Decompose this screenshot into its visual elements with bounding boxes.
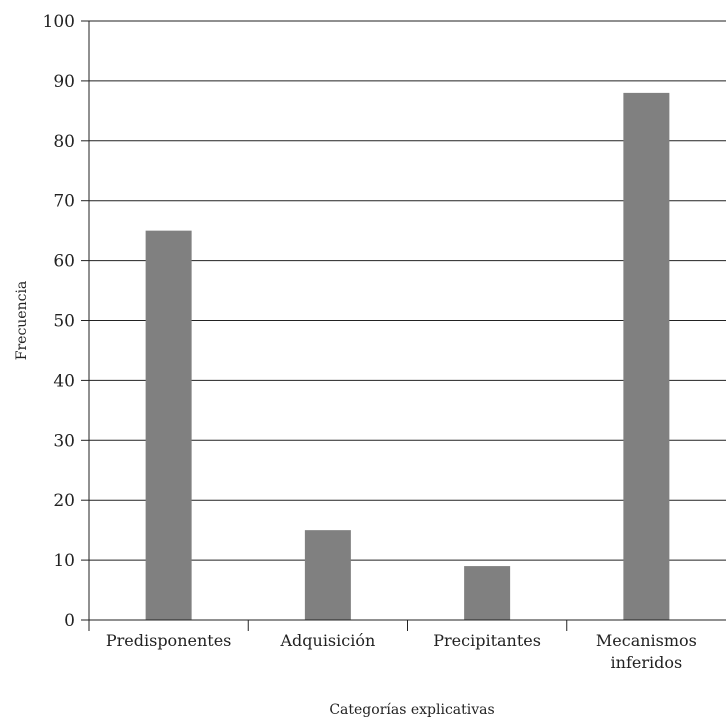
y-tick-label: 50 xyxy=(53,312,75,332)
x-tick-labels: Predisponentes Adquisición Precipitantes Me… xyxy=(106,631,697,672)
x-tick-label: inferidos xyxy=(611,653,683,672)
y-tick-label: 0 xyxy=(64,611,75,631)
bar xyxy=(304,530,351,620)
grid-lines xyxy=(89,20,726,561)
axes xyxy=(81,20,726,631)
y-axis-label: Frecuencia xyxy=(14,281,30,361)
y-tick-label: 80 xyxy=(53,132,75,152)
y-tick-labels: 0 10 20 30 40 50 60 70 80 90 100 xyxy=(43,12,75,631)
x-axis-label: Categorías explicativas xyxy=(329,702,494,718)
bars xyxy=(145,92,670,620)
bar xyxy=(145,230,192,620)
x-tick-label: Mecanismos xyxy=(596,631,697,650)
y-tick-label: 40 xyxy=(53,371,75,391)
bar xyxy=(623,92,670,620)
y-tick-label: 90 xyxy=(53,72,75,92)
x-tick-label: Adquisición xyxy=(279,631,375,650)
y-tick-label: 70 xyxy=(53,192,75,212)
y-tick-label: 10 xyxy=(53,551,75,571)
bar xyxy=(464,566,511,620)
y-tick-label: 60 xyxy=(53,252,75,272)
y-tick-label: 20 xyxy=(53,491,75,511)
x-tick-label: Predisponentes xyxy=(106,631,232,650)
x-tick-label: Precipitantes xyxy=(433,631,541,650)
y-tick-label: 100 xyxy=(43,12,75,32)
y-tick-label: 30 xyxy=(53,431,75,451)
